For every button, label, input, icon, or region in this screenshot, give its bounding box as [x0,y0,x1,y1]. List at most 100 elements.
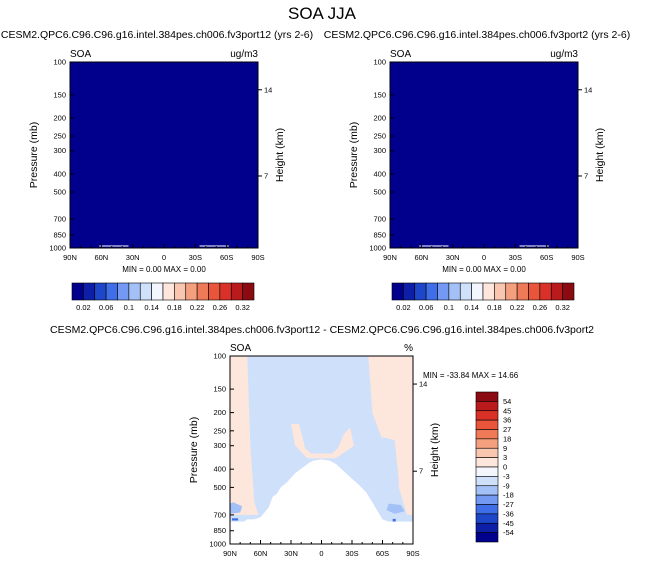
contour-region-negative-cell-south-edge [392,518,396,522]
colorbar-box [475,457,499,468]
y-tick-label: 400 [373,169,386,178]
field-fill [70,62,258,248]
colorbar-box [128,282,141,301]
colorbar-box [539,282,552,301]
y-tick-label: 150 [373,90,386,99]
colorbar-box [475,466,499,477]
colorbar-label: -54 [503,528,514,537]
colorbar-label: 27 [503,425,511,434]
height-tick-label: 14 [264,85,272,94]
colorbar: 0.02 0.06 0.1 0.14 0.18 0.22 0.26 0.32 [71,282,255,312]
x-tick-label: 30S [189,253,202,262]
colorbar-box [71,282,84,301]
x-tick-label: 90N [63,253,77,262]
stats-text: MIN = -33.84 MAX = 14.66 [423,371,519,380]
colorbar-box [475,485,499,496]
height-tick-label: 14 [584,85,592,94]
x-tick-label: 30N [284,549,298,558]
colorbar-box [475,532,499,543]
stats-text: MIN = 0.00 MAX = 0.00 [442,265,526,274]
colorbar: 0.02 0.06 0.1 0.14 0.18 0.22 0.26 0.32 [391,282,575,312]
colorbar-box [475,513,499,524]
height-tick-label: 7 [264,171,268,180]
chart-panel-3: CESM2.QPC6.C96.C96.g16.intel.384pes.ch00… [50,324,594,558]
colorbar-box [151,282,164,301]
colorbar-label: 0.18 [487,303,502,312]
colorbar-box [475,419,499,430]
colorbar-box [550,282,563,301]
y-tick-label: 700 [213,510,226,519]
colorbar-box [494,282,507,301]
y-tick-label: 700 [53,215,66,224]
x-tick-label: 0 [319,549,323,558]
colorbar-box [448,282,461,301]
height-tick-label: 7 [584,171,588,180]
x-tick-label: 90N [383,253,397,262]
height-tick-label: 14 [419,380,427,389]
colorbar-label: 54 [503,397,511,406]
colorbar-box [505,282,518,301]
colorbar-box [475,522,499,533]
y-tick-label: 250 [213,426,226,435]
right-string: ug/m3 [550,49,578,60]
chart-title: CESM2.QPC6.C96.C96.g16.intel.384pes.ch00… [1,29,313,41]
y-tick-label: 500 [213,483,226,492]
height-tick-label: 7 [419,467,423,476]
y-right-axis-title: Height (km) [274,128,286,182]
colorbar-label: 0.32 [235,303,250,312]
colorbar-box [482,282,495,301]
x-tick-label: 30N [126,253,140,262]
x-tick-label: 60S [220,253,233,262]
colorbar-box [230,282,243,301]
colorbar-label: 0.02 [396,303,411,312]
x-tick-label: 30N [446,253,460,262]
colorbar-label: 0.14 [144,303,159,312]
y-tick-label: 850 [53,230,66,239]
x-tick-label: 30S [509,253,522,262]
y-tick-label: 500 [53,188,66,197]
colorbar-label: 0.06 [419,303,434,312]
y-tick-label: 1000 [49,244,66,253]
chart-title: CESM2.QPC6.C96.C96.g16.intel.384pes.ch00… [50,324,594,336]
colorbar-box [403,282,416,301]
colorbar-label: 3 [503,453,507,462]
y-tick-label: 1000 [209,540,226,549]
colorbar-box [219,282,232,301]
colorbar-box [475,476,499,487]
colorbar-box [475,410,499,421]
colorbar-box [528,282,541,301]
right-string: ug/m3 [230,49,258,60]
colorbar-box [516,282,529,301]
x-tick-label: 60N [414,253,428,262]
colorbar-box [475,447,499,458]
colorbar-box [475,438,499,449]
y-tick-label: 200 [373,113,386,122]
y-right-axis-title: Height (km) [429,423,441,477]
colorbar-box [94,282,107,301]
y-tick-label: 250 [373,132,386,141]
colorbar-box [83,282,96,301]
contour-region-positive-lobe-tropics [291,424,354,459]
y-tick-label: 300 [53,146,66,155]
colorbar-box [425,282,438,301]
y-tick-label: 100 [53,58,66,67]
colorbar-box [391,282,404,301]
y-tick-label: 400 [53,169,66,178]
colorbar-box [475,429,499,440]
x-tick-label: 90N [223,549,237,558]
field-fill [390,62,578,248]
page-title: SOA JJA [288,4,357,23]
x-tick-label: 90S [251,253,264,262]
colorbar-box [208,282,221,301]
left-string: SOA [70,49,91,60]
y-axis-title: Pressure (mb) [188,417,200,484]
colorbar-box [471,282,484,301]
x-tick-label: 60S [540,253,553,262]
y-tick-label: 100 [373,58,386,67]
colorbar-box [185,282,198,301]
colorbar-label: -9 [503,481,510,490]
colorbar-label: 0.1 [124,303,134,312]
colorbar-label: -3 [503,472,510,481]
x-tick-label: 90S [406,549,419,558]
